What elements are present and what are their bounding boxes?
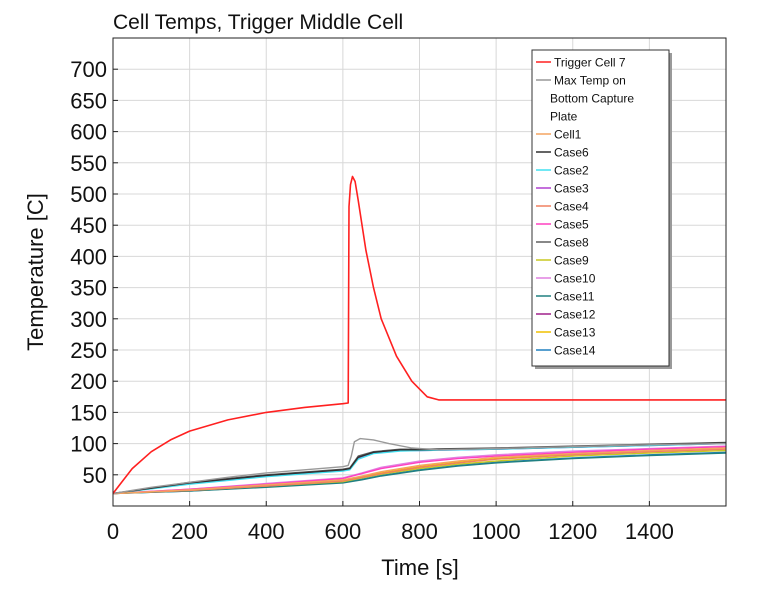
y-tick-label: 450	[70, 213, 107, 238]
legend-label: Case9	[554, 254, 589, 268]
legend-label: Max Temp on Bottom Capture Plate	[550, 74, 634, 124]
x-tick-label: 1400	[625, 519, 674, 544]
y-tick-label: 150	[70, 400, 107, 425]
legend-label: Case14	[554, 344, 596, 358]
y-tick-label: 250	[70, 338, 107, 363]
x-tick-label: 1000	[472, 519, 521, 544]
y-tick-label: 700	[70, 57, 107, 82]
legend-label: Case4	[554, 200, 589, 214]
series-line-max-temp-on-bottom-capture-plate	[113, 437, 726, 495]
legend: Trigger Cell 7 Max Temp on Bottom Capture P…	[531, 49, 672, 369]
x-tick-label: 800	[401, 519, 438, 544]
x-tick-label: 1200	[548, 519, 597, 544]
x-axis-label: Time [s]	[381, 555, 458, 580]
y-tick-label: 350	[70, 276, 107, 301]
series-lines	[113, 175, 726, 495]
x-tick-label: 0	[107, 519, 119, 544]
x-tick-label: 400	[248, 519, 285, 544]
legend-label: Case8	[554, 236, 589, 250]
chart-title: Cell Temps, Trigger Middle Cell	[113, 11, 403, 34]
legend-label: Trigger Cell 7	[554, 56, 626, 70]
series-line-cell1	[113, 447, 726, 495]
y-tick-label: 200	[70, 369, 107, 394]
x-axis-ticks: 0 200 400 600 800 1000 1200 1400	[107, 501, 674, 544]
legend-label: Case2	[554, 164, 589, 178]
legend-label: Case3	[554, 182, 589, 196]
series-line-case11	[113, 452, 726, 495]
legend-label: Case12	[554, 308, 596, 322]
y-axis-ticks: 50 100 150 200 250 300 350 400 450 500 550 600 650 70…	[70, 57, 118, 488]
y-tick-label: 500	[70, 182, 107, 207]
y-tick-label: 650	[70, 88, 107, 113]
legend-label: Case5	[554, 218, 589, 232]
x-tick-label: 600	[325, 519, 362, 544]
legend-label: Case10	[554, 272, 596, 286]
legend-label: Case11	[554, 290, 595, 304]
y-tick-label: 600	[70, 120, 107, 145]
y-tick-label: 300	[70, 307, 107, 332]
legend-box	[531, 49, 670, 367]
series-line-trigger-cell-7	[113, 175, 726, 494]
y-tick-label: 400	[70, 244, 107, 269]
y-tick-label: 550	[70, 151, 107, 176]
y-tick-label: 50	[83, 463, 107, 488]
legend-label: Cell1	[554, 128, 582, 142]
legend-label: Case6	[554, 146, 589, 160]
y-axis-label: Temperature [C]	[23, 193, 48, 351]
legend-label: Case13	[554, 326, 596, 340]
series-line-case4	[113, 448, 726, 495]
x-tick-label: 200	[171, 519, 208, 544]
y-tick-label: 100	[70, 432, 107, 457]
